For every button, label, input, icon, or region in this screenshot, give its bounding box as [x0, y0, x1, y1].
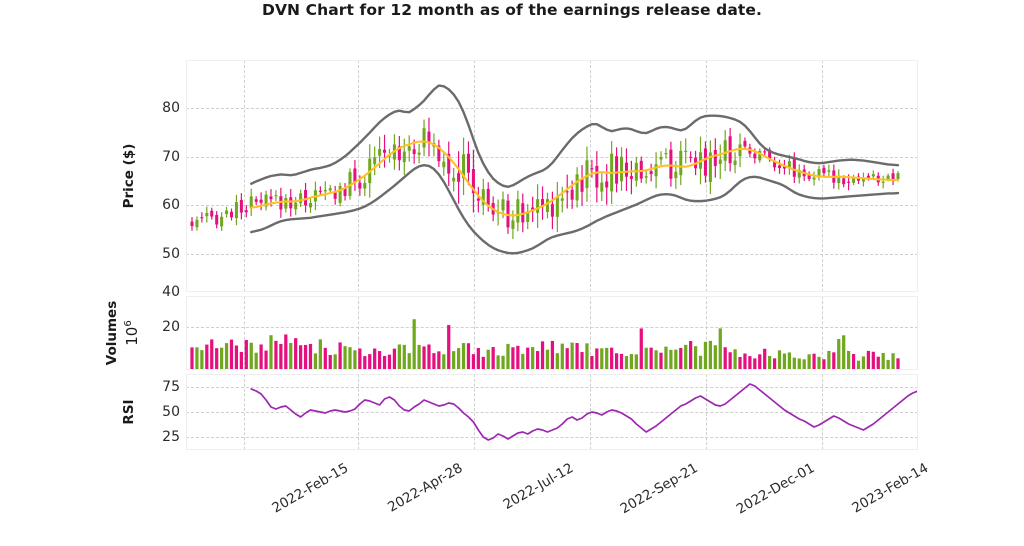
- volume-axis-title: Volumes: [104, 300, 120, 366]
- ytick-rsi-25: 25: [162, 429, 180, 445]
- price-axis-title: Price ($): [121, 143, 137, 209]
- price-series: [190, 84, 900, 255]
- ytick-rsi-50: 50: [162, 404, 180, 420]
- volume-axis-exponent: 106: [123, 320, 141, 345]
- volume-exponent-power: 6: [123, 320, 134, 327]
- xtick-1: 2022-Feb-15: [269, 460, 352, 517]
- ytick-price-70: 70: [162, 149, 180, 165]
- volume-panel: [186, 296, 918, 370]
- xtick-6: 2023-Feb-14: [849, 460, 932, 517]
- ytick-price-80: 80: [162, 100, 180, 116]
- xtick-3: 2022-Jul-12: [500, 460, 577, 514]
- page-title: DVN Chart for 12 month as of the earning…: [261, 1, 762, 19]
- rsi-panel: [186, 374, 918, 450]
- ytick-price-40: 40: [162, 284, 180, 300]
- ytick-price-50: 50: [162, 246, 180, 262]
- ytick-volume-20: 20: [162, 319, 180, 335]
- price-panel: [186, 60, 918, 292]
- volume-exponent-base: 10: [123, 326, 141, 346]
- xtick-2: 2022-Apr-28: [385, 460, 466, 516]
- xtick-5: 2022-Dec-01: [733, 460, 818, 518]
- volume-bars: [190, 319, 900, 370]
- rsi-line: [250, 383, 918, 441]
- xtick-4: 2022-Sep-21: [617, 460, 701, 518]
- ytick-rsi-75: 75: [162, 379, 180, 395]
- ytick-price-60: 60: [162, 197, 180, 213]
- rsi-axis-title: RSI: [121, 399, 137, 425]
